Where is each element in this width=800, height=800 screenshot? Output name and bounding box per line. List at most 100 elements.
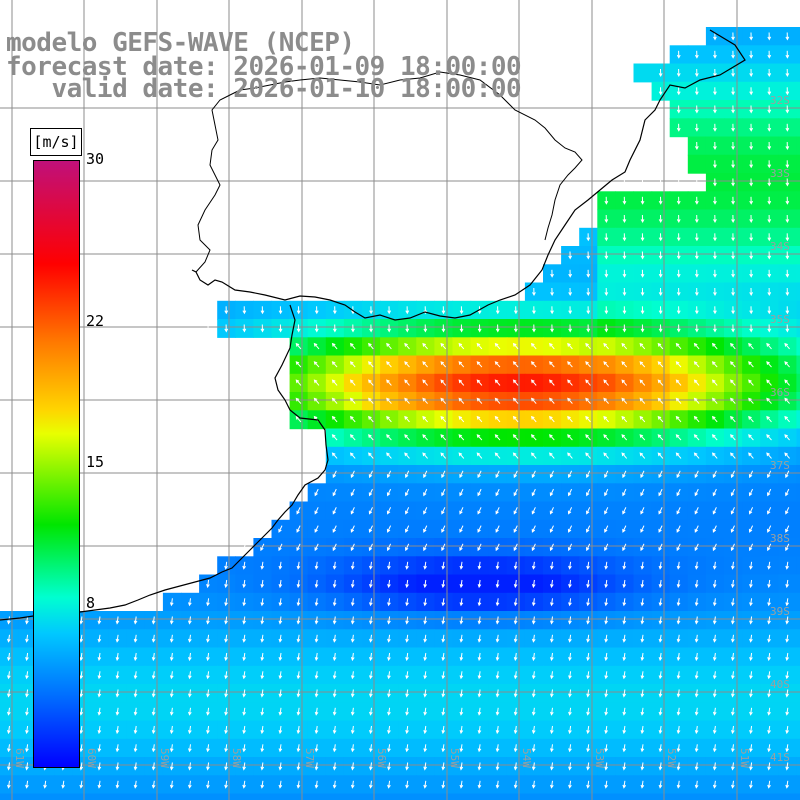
wind-arrow	[567, 525, 573, 533]
wind-arrow	[386, 543, 392, 552]
wind-arrow	[748, 507, 754, 515]
wind-cell	[434, 519, 454, 539]
wind-arrow	[694, 105, 699, 114]
wind-arrow	[423, 762, 428, 771]
wind-arrow	[331, 379, 338, 386]
wind-arrow	[731, 762, 735, 771]
wind-arrow	[151, 780, 156, 789]
wind-arrow	[314, 488, 319, 497]
wind-arrow	[712, 725, 717, 735]
wind-arrow	[369, 725, 373, 735]
wind-arrow	[550, 269, 554, 278]
wind-arrow	[477, 525, 482, 533]
wind-arrow	[785, 616, 790, 625]
wind-arrow	[242, 324, 247, 333]
wind-arrow	[713, 105, 717, 114]
wind-cell	[615, 538, 635, 557]
wind-arrow	[458, 361, 465, 368]
wind-arrow	[676, 707, 681, 716]
wind-arrow	[785, 507, 790, 515]
wind-arrow	[386, 525, 392, 533]
wind-arrow	[550, 652, 554, 662]
wind-arrow	[332, 762, 337, 771]
wind-arrow	[79, 689, 84, 698]
wind-arrow	[658, 488, 663, 497]
wind-arrow	[169, 780, 174, 789]
wind-arrow	[278, 507, 283, 515]
wind-arrow	[441, 652, 446, 662]
wind-cell	[597, 501, 616, 521]
wind-cell	[651, 483, 671, 503]
wind-cell	[561, 519, 580, 539]
wind-cell	[543, 538, 562, 557]
wind-arrow	[313, 379, 320, 386]
wind-arrow	[97, 780, 102, 789]
wind-arrow	[278, 616, 283, 625]
wind-cell	[778, 483, 797, 503]
wind-arrow	[242, 306, 247, 315]
wind-arrow	[586, 287, 591, 297]
wind-arrow	[386, 397, 392, 404]
wind-arrow	[368, 543, 373, 552]
wind-arrow	[731, 652, 735, 662]
wind-arrow	[513, 525, 518, 533]
wind-arrow	[494, 397, 501, 404]
wind-cell	[705, 519, 725, 539]
wind-arrow	[749, 269, 754, 278]
wind-arrow	[622, 488, 627, 497]
wind-cell	[470, 501, 490, 521]
wind-arrow	[749, 178, 754, 187]
wind-arrow	[513, 306, 518, 315]
wind-cell	[470, 483, 490, 503]
wind-arrow	[494, 361, 501, 368]
wind-arrow	[494, 434, 501, 441]
wind-arrow	[767, 269, 772, 278]
wind-arrow	[513, 780, 518, 789]
wind-arrow	[731, 105, 735, 114]
wind-arrow	[476, 379, 483, 386]
wind-arrow	[621, 434, 628, 441]
wind-arrow	[622, 324, 627, 333]
wind-arrow	[278, 671, 283, 680]
wind-arrow	[386, 379, 392, 386]
wind-cell	[36, 793, 55, 800]
wind-arrow	[459, 598, 464, 607]
wind-cell	[54, 793, 73, 800]
wind-arrow	[603, 342, 609, 350]
wind-cell	[687, 501, 707, 521]
wind-arrow	[513, 616, 518, 625]
wind-cell	[289, 538, 309, 557]
wind-arrow	[369, 598, 373, 607]
wind-arrow	[676, 652, 681, 662]
wind-cell	[543, 483, 562, 503]
wind-arrow	[386, 361, 392, 368]
wind-cell	[307, 483, 327, 503]
wind-arrow	[441, 707, 446, 716]
wind-arrow	[224, 671, 228, 680]
wind-cell	[488, 519, 508, 539]
wind-arrow	[586, 689, 590, 698]
wind-arrow	[713, 178, 717, 187]
wind-arrow	[767, 105, 772, 114]
wind-arrow	[748, 397, 754, 404]
wind-cell	[470, 519, 490, 539]
wind-cell	[796, 738, 800, 758]
wind-arrow	[133, 616, 138, 625]
wind-arrow	[784, 415, 790, 423]
wind-arrow	[242, 707, 246, 716]
wind-arrow	[604, 251, 609, 260]
wind-arrow	[640, 634, 645, 643]
wind-cell	[380, 519, 399, 539]
wind-arrow	[423, 579, 428, 589]
wind-arrow	[314, 652, 319, 662]
wind-arrow	[350, 543, 355, 552]
wind-arrow	[550, 689, 554, 698]
wind-arrow	[296, 579, 301, 589]
wind-arrow	[767, 762, 771, 771]
wind-arrow	[495, 671, 500, 680]
wind-arrow	[694, 780, 699, 789]
wind-arrow	[749, 87, 754, 96]
wind-arrow	[785, 287, 790, 297]
wind-arrow	[586, 214, 591, 224]
wind-cell	[398, 465, 417, 484]
